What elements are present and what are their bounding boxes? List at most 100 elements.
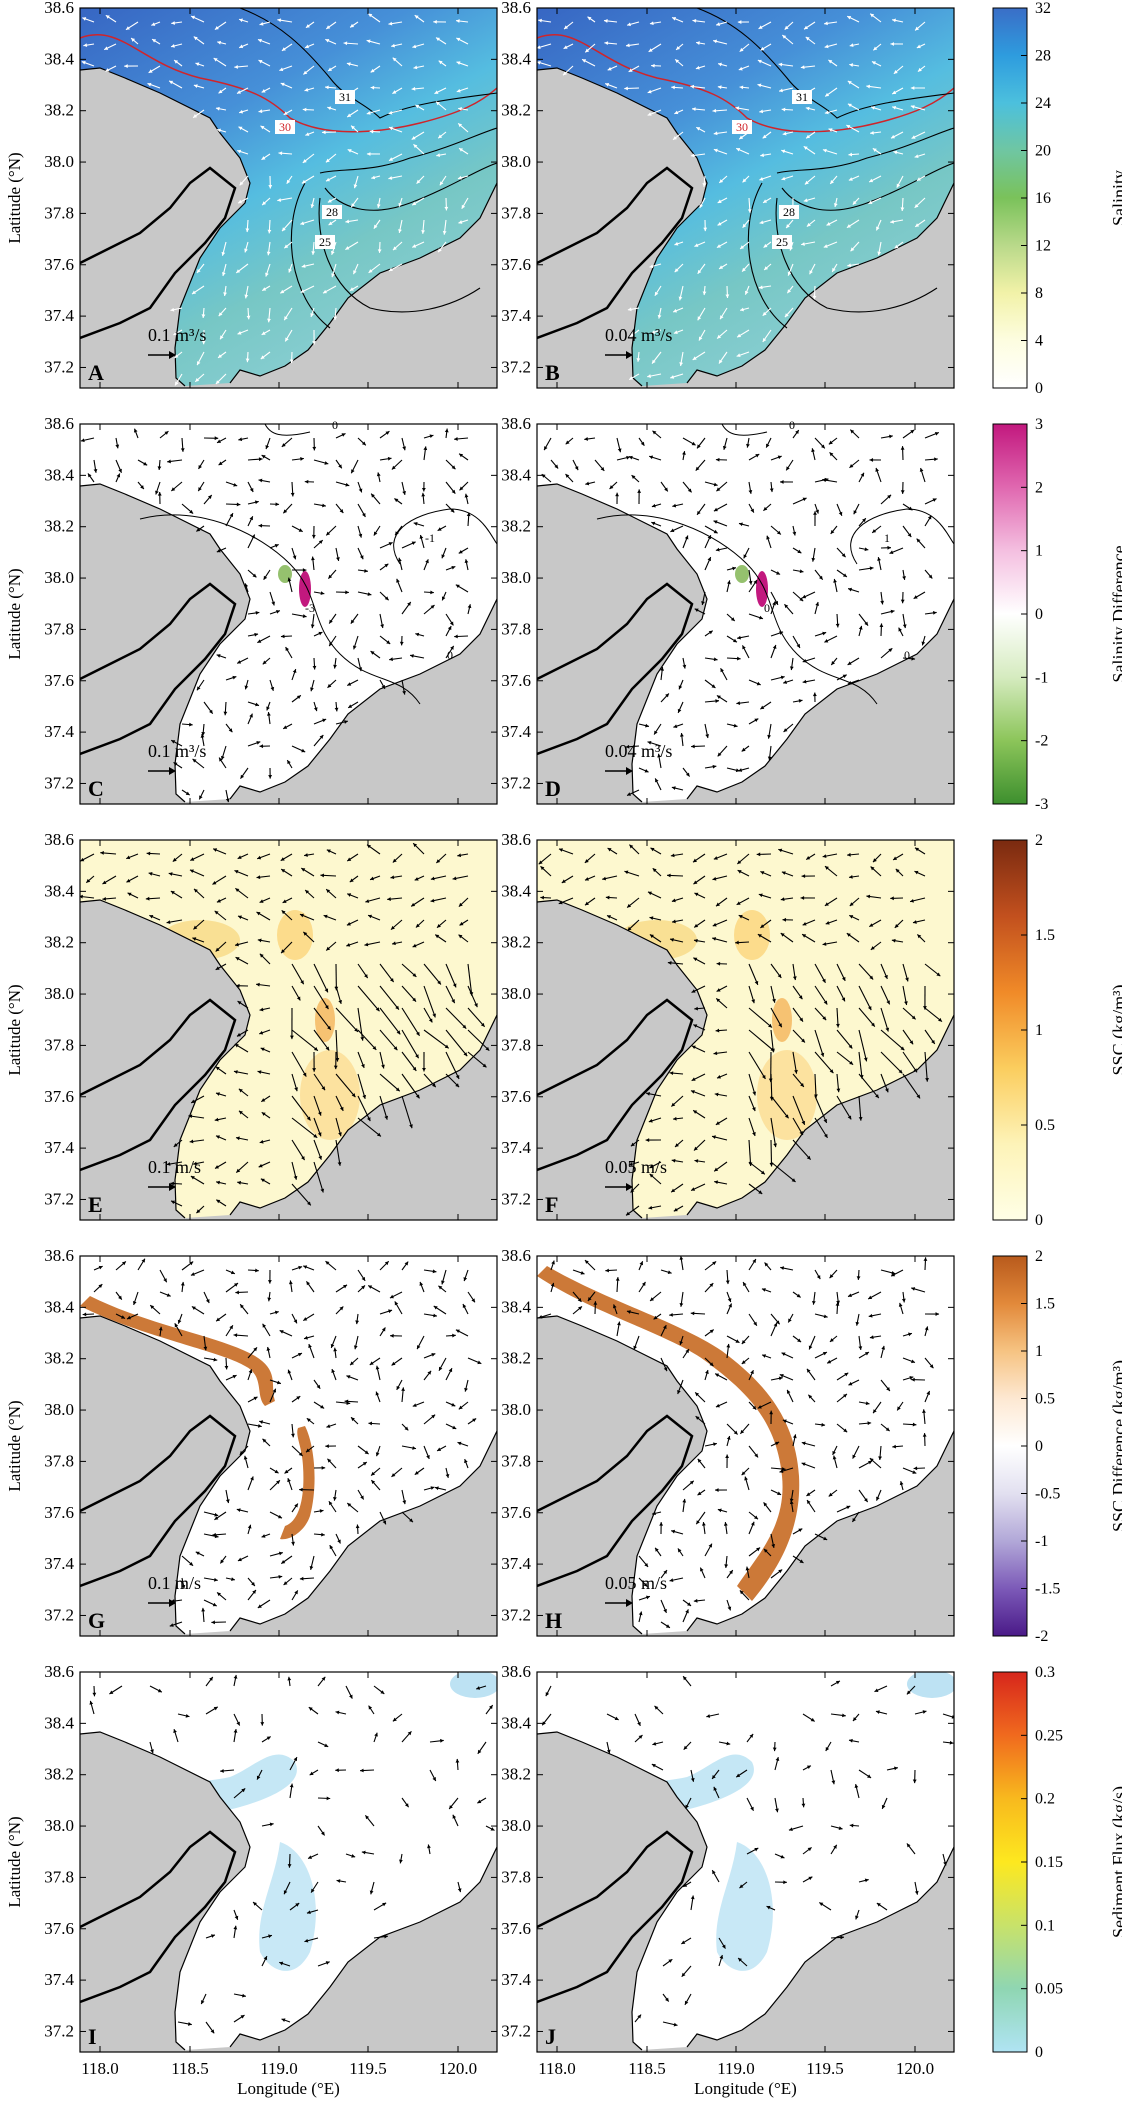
colorbar-label: SSC Difference (kg/m³) xyxy=(1109,1360,1122,1532)
y-axis-label: Latitude (°N) xyxy=(5,568,24,659)
ytick-label: 37.4 xyxy=(501,1554,531,1573)
colorbar-tick: 0.05 xyxy=(1035,1981,1063,1998)
ytick-label: 37.4 xyxy=(501,1138,531,1157)
ytick-label: 37.4 xyxy=(501,306,531,325)
contour-label: 0 xyxy=(789,418,795,432)
ytick-label: 38.0 xyxy=(501,152,531,171)
ytick-label: 38.4 xyxy=(501,49,531,68)
contour-label: 31 xyxy=(339,90,351,104)
scale-reference: 0.04 m³/s xyxy=(605,741,672,775)
ytick-label: 38.2 xyxy=(501,101,531,120)
contour-label: 1 xyxy=(884,531,890,545)
colorbar-tick: 0.25 xyxy=(1035,1727,1063,1744)
ytick-label: 37.2 xyxy=(501,773,531,792)
colorbar-tick: 1 xyxy=(1035,1343,1043,1360)
ytick-label: 38.2 xyxy=(501,933,531,952)
colorbar-tick: -2 xyxy=(1035,1628,1048,1645)
ytick-label: 37.2 xyxy=(44,1189,74,1208)
ytick-label: 38.2 xyxy=(44,517,74,536)
vector-field xyxy=(541,1675,954,2027)
panel-letter: H xyxy=(545,1608,562,1633)
ytick-label: 37.6 xyxy=(501,1503,531,1522)
ytick-label: 38.4 xyxy=(44,465,74,484)
colorbar-label: Sediment Flux (kg/s) xyxy=(1109,1786,1122,1938)
panel-j: J 38.6 38.4 38.2 38.0 37.8 37.6 37.4 37.2 118.0 11… xyxy=(501,1662,955,2098)
ytick-label: 37.4 xyxy=(501,722,531,741)
panel-letter: G xyxy=(88,1608,105,1633)
panel-letter: C xyxy=(88,776,104,801)
scale-label: 0.1 m³/s xyxy=(148,325,206,345)
colorbar-tick: 0.1 xyxy=(1035,1917,1055,1934)
panel-letter: F xyxy=(545,1192,558,1217)
sea-field xyxy=(537,8,954,386)
ytick-label: 38.2 xyxy=(44,101,74,120)
ytick-label: 37.4 xyxy=(44,306,74,325)
scale-reference: 0.05 m/s xyxy=(605,1573,667,1607)
plot-frame xyxy=(79,839,498,1221)
xtick-label: 119.0 xyxy=(260,2059,298,2078)
panel-d: 0 1 0 0 D 0.04 m³/s 38.6 38.4 38.2 38.0 37.8 37.6 37… xyxy=(501,414,955,805)
ytick-label: 38.6 xyxy=(501,1662,531,1681)
y-axis-label: Latitude (°N) xyxy=(5,1816,24,1907)
ytick-label: 37.6 xyxy=(501,1087,531,1106)
ytick-label: 37.8 xyxy=(501,1867,531,1886)
ytick-label: 38.6 xyxy=(44,1246,74,1265)
colorbar-tick: 1 xyxy=(1035,543,1043,560)
ytick-label: 37.2 xyxy=(501,357,531,376)
ytick-label: 37.6 xyxy=(501,1919,531,1938)
ytick-label: 38.2 xyxy=(501,1765,531,1784)
ytick-label: 38.4 xyxy=(44,881,74,900)
ytick-label: 38.2 xyxy=(501,517,531,536)
panel-b: 31 30 28 25 B 0.04 m³/s 38.6 38.4 38.2 38.0 37.8 37… xyxy=(501,0,955,389)
colorbar-tick: 1.5 xyxy=(1035,1296,1055,1313)
x-axis-label: Longitude (°E) xyxy=(237,2079,340,2098)
ytick-label: 37.6 xyxy=(44,671,74,690)
ytick-label: 38.0 xyxy=(501,1816,531,1835)
colorbar-label: SSC (kg/m³) xyxy=(1109,985,1122,1076)
ytick-label: 37.8 xyxy=(44,619,74,638)
xtick-label: 118.5 xyxy=(628,2059,666,2078)
ytick-label: 37.2 xyxy=(44,357,74,376)
sea-field xyxy=(80,8,497,386)
ytick-label: 38.2 xyxy=(44,1765,74,1784)
ytick-label: 37.8 xyxy=(501,619,531,638)
ytick-label: 37.4 xyxy=(501,1970,531,1989)
colorbar-label: Salinity Difference xyxy=(1109,545,1122,682)
vector-field xyxy=(541,429,940,796)
ytick-label: 38.6 xyxy=(501,414,531,433)
colorbar-4: 2 1.5 1 0.5 0 -0.5 -1 -1.5 -2 SSC Difference (kg/… xyxy=(992,1248,1122,1645)
panel-e: E 0.1 m/s 38.6 38.4 38.2 38.0 37.8 37.6 37.4 37.2… xyxy=(5,830,498,1221)
plot-frame xyxy=(536,7,955,389)
plot-frame xyxy=(536,1255,955,1637)
contour-label: 0 xyxy=(447,648,453,662)
scale-label: 0.1 m/s xyxy=(148,1573,201,1593)
ytick-label: 37.2 xyxy=(44,1605,74,1624)
colorbar-tick: 20 xyxy=(1035,143,1051,160)
colorbar-tick: 2 xyxy=(1035,479,1043,496)
contour-label: -1 xyxy=(425,531,435,545)
colorbar-tick: 2 xyxy=(1035,1248,1043,1265)
contour-label: 0 xyxy=(332,418,338,432)
ytick-label: 38.2 xyxy=(44,933,74,952)
ytick-label: 37.6 xyxy=(501,671,531,690)
panel-c: 0 -1 -3 0 C 0.1 m³/s 38.6 38.4 38.2 38.0 37.8 37.6 3… xyxy=(5,414,498,805)
colorbar-5: 0.3 0.25 0.2 0.15 0.1 0.05 0 Sediment Flux (kg/… xyxy=(992,1664,1122,2061)
colorbar-tick: 8 xyxy=(1035,285,1043,302)
colorbar-tick: -1 xyxy=(1035,1533,1048,1550)
plot-frame xyxy=(536,423,955,805)
ytick-label: 38.0 xyxy=(501,568,531,587)
scale-label: 0.04 m³/s xyxy=(605,325,672,345)
colorbar-label: Salinity xyxy=(1109,170,1122,226)
panel-g: G 0.1 m/s 38.6 38.4 38.2 38.0 37.8 37.6 37.4 37.2… xyxy=(5,1246,498,1637)
sea-field xyxy=(537,424,954,802)
colorbar-tick: 0 xyxy=(1035,380,1043,397)
ytick-label: 38.0 xyxy=(44,984,74,1003)
ytick-label: 38.6 xyxy=(501,830,531,849)
xtick-label: 120.0 xyxy=(439,2059,477,2078)
contour-label: 28 xyxy=(783,205,795,219)
colorbar-tick: 12 xyxy=(1035,238,1051,255)
scale-reference: 0.1 m/s xyxy=(148,1157,201,1191)
colorbar-tick: 2 xyxy=(1035,832,1043,849)
scale-label: 0.05 m/s xyxy=(605,1157,667,1177)
ytick-label: 38.6 xyxy=(44,830,74,849)
